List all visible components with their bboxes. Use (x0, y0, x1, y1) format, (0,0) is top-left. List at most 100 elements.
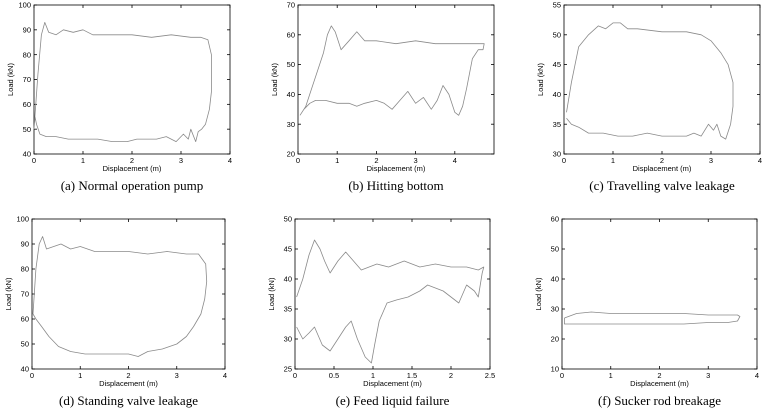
plot-frame (31, 218, 226, 370)
x-tick-label: 2 (660, 156, 664, 165)
y-tick-label: 40 (284, 275, 292, 284)
x-tick-label: 4 (223, 371, 227, 380)
y-tick-label: 70 (21, 290, 29, 299)
x-tick-label: 3 (179, 156, 183, 165)
x-tick-label: 1 (611, 156, 615, 165)
x-axis-label: Displacement (m) (363, 379, 422, 388)
subfigure-caption: (b) Hitting bottom (348, 178, 443, 193)
x-tick-label: 3 (706, 371, 710, 380)
y-tick-label: 20 (287, 150, 295, 159)
x-tick-label: 2 (449, 371, 453, 380)
y-axis-label: Load (kN) (536, 63, 545, 96)
x-tick-label: 0 (562, 156, 566, 165)
dynamometer-card-curve (564, 311, 741, 325)
y-tick-label: 35 (284, 305, 292, 314)
y-tick-label: 30 (553, 150, 561, 159)
y-tick-label: 40 (23, 150, 31, 159)
x-tick-label: 2 (130, 156, 134, 165)
x-tick-label: 3 (709, 156, 713, 165)
x-tick-label: 2 (126, 371, 130, 380)
y-tick-label: 50 (21, 340, 29, 349)
y-tick-label: 50 (287, 60, 295, 69)
y-axis-label: Load (kN) (4, 277, 13, 310)
y-tick-label: 30 (287, 120, 295, 129)
y-tick-label: 70 (23, 75, 31, 84)
plot-frame (563, 4, 761, 155)
x-tick-label: 0 (293, 371, 297, 380)
y-tick-label: 100 (16, 215, 29, 224)
x-axis-label: Displacement (m) (367, 164, 426, 173)
y-tick-label: 30 (551, 305, 559, 314)
x-tick-label: 1 (371, 371, 375, 380)
chart-panel-6: 0 1 2 3 4 10 20 30 40 50 60 Displacement (m) Load (k… (534, 215, 759, 408)
x-tick-label: 4 (758, 156, 762, 165)
x-tick-label: 0.5 (329, 371, 339, 380)
y-axis-label: Load (kN) (270, 63, 279, 96)
x-tick-label: 2 (657, 371, 661, 380)
chart-panel-1: 0 1 2 3 4 40 50 60 70 80 90 100 Displacement (m) Load… (6, 1, 232, 193)
chart-panel-2: 0 1 2 3 4 20 30 40 50 60 70 Displacement (m) Load (k… (270, 1, 495, 193)
x-tick-label: 0 (560, 371, 564, 380)
y-tick-label: 35 (553, 120, 561, 129)
y-tick-label: 45 (284, 245, 292, 254)
y-tick-label: 60 (21, 315, 29, 324)
y-tick-label: 50 (284, 215, 292, 224)
y-tick-label: 25 (284, 365, 292, 374)
dynamometer-card-curve (296, 239, 485, 364)
plot-frame (294, 218, 491, 370)
x-tick-label: 0 (296, 156, 300, 165)
y-tick-label: 60 (287, 30, 295, 39)
x-tick-label: 1 (335, 156, 339, 165)
y-tick-label: 50 (23, 125, 31, 134)
y-tick-label: 90 (21, 240, 29, 249)
y-tick-label: 60 (23, 100, 31, 109)
y-tick-label: 80 (21, 265, 29, 274)
y-tick-label: 40 (21, 365, 29, 374)
y-tick-label: 60 (551, 215, 559, 224)
y-tick-label: 100 (18, 1, 31, 10)
y-tick-label: 45 (553, 60, 561, 69)
x-tick-label: 4 (453, 156, 457, 165)
x-axis-label: Displacement (m) (630, 379, 689, 388)
plot-frame (33, 4, 231, 155)
plot-frame (297, 4, 495, 155)
x-tick-label: 1 (81, 156, 85, 165)
x-tick-label: 1 (609, 371, 613, 380)
x-tick-label: 0 (30, 371, 34, 380)
dynamometer-card-curve (32, 236, 208, 357)
y-tick-label: 40 (287, 90, 295, 99)
x-tick-label: 4 (755, 371, 759, 380)
subfigure-caption: (d) Standing valve leakage (59, 393, 198, 408)
x-axis-label: Displacement (m) (99, 379, 158, 388)
y-tick-label: 70 (287, 1, 295, 10)
x-tick-label: 1 (78, 371, 82, 380)
dynamometer-card-curve (33, 21, 212, 143)
x-tick-label: 4 (228, 156, 232, 165)
y-tick-label: 90 (23, 25, 31, 34)
y-axis-label: Load (kN) (6, 63, 15, 96)
subfigure-caption: (a) Normal operation pump (61, 178, 204, 193)
y-tick-label: 40 (551, 275, 559, 284)
dynamometer-card-curve (566, 22, 734, 140)
dynamometer-card-curve (299, 25, 485, 116)
y-tick-label: 10 (551, 365, 559, 374)
y-axis-label: Load (kN) (267, 277, 276, 310)
x-axis-label: Displacement (m) (633, 164, 692, 173)
y-tick-label: 40 (553, 90, 561, 99)
x-tick-label: 3 (175, 371, 179, 380)
x-tick-label: 3 (414, 156, 418, 165)
y-tick-label: 20 (551, 335, 559, 344)
y-tick-label: 55 (553, 1, 561, 10)
x-tick-label: 0 (32, 156, 36, 165)
chart-panel-3: 0 1 2 3 4 30 35 40 45 50 55 Displacement (m) Load (k… (536, 1, 762, 193)
subfigure-caption: (f) Sucker rod breakage (598, 393, 721, 408)
y-tick-label: 80 (23, 50, 31, 59)
x-tick-label: 2 (374, 156, 378, 165)
chart-panel-4: 0 1 2 3 4 40 50 60 70 80 90 100 Displacement (m) Load… (4, 215, 227, 408)
x-tick-label: 1.5 (407, 371, 417, 380)
y-tick-label: 50 (551, 245, 559, 254)
plot-frame (561, 218, 758, 370)
chart-panel-5: 0 0.5 1 1.5 2 2.5 25 30 35 40 45 50 Displacement (m)… (267, 215, 495, 408)
y-tick-label: 50 (553, 30, 561, 39)
